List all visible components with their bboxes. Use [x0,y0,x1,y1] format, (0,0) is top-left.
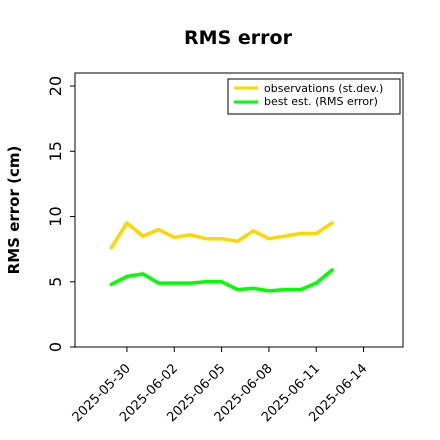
plot-area-frame [74,72,404,348]
chart-title: RMS error [184,27,293,49]
legend: observations (st.dev.) best est. (RMS er… [227,78,401,115]
legend-label-best-estimate: best est. (RMS error) [264,95,378,108]
series-line-observations [109,221,334,250]
y-tick-label: 15 [46,141,65,161]
y-tick-label: 5 [46,277,65,287]
y-tick-label: 10 [46,206,65,226]
y-axis-label: RMS error (cm) [5,146,23,275]
legend-box [227,78,401,115]
axis-layer: 051015202025-05-302025-06-022025-06-0520… [46,76,370,425]
series-layer [109,221,334,293]
y-tick-label: 0 [46,342,65,352]
legend-label-observations: observations (st.dev.) [264,82,383,95]
series-line-best-estimate [109,268,334,293]
y-tick-label: 20 [46,76,65,96]
